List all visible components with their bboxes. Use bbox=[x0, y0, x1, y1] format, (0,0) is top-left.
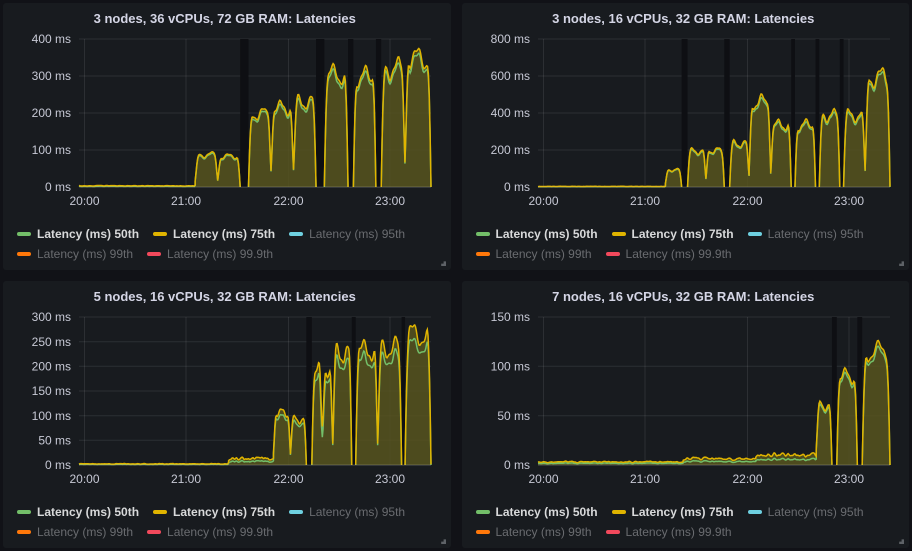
svg-text:20:00: 20:00 bbox=[528, 194, 558, 208]
svg-text:20:00: 20:00 bbox=[69, 472, 99, 486]
svg-text:23:00: 23:00 bbox=[833, 472, 863, 486]
svg-text:21:00: 21:00 bbox=[629, 472, 659, 486]
svg-text:300 ms: 300 ms bbox=[32, 310, 71, 324]
svg-text:400 ms: 400 ms bbox=[32, 32, 71, 46]
svg-text:300 ms: 300 ms bbox=[32, 69, 71, 83]
svg-text:100 ms: 100 ms bbox=[490, 360, 529, 374]
svg-text:21:00: 21:00 bbox=[171, 472, 201, 486]
svg-text:50 ms: 50 ms bbox=[38, 434, 71, 448]
svg-text:22:00: 22:00 bbox=[273, 472, 303, 486]
svg-text:23:00: 23:00 bbox=[833, 194, 863, 208]
svg-text:22:00: 22:00 bbox=[732, 472, 762, 486]
svg-text:100 ms: 100 ms bbox=[32, 409, 71, 423]
svg-text:200 ms: 200 ms bbox=[32, 360, 71, 374]
svg-text:0 ms: 0 ms bbox=[45, 180, 71, 194]
svg-text:0 ms: 0 ms bbox=[503, 180, 529, 194]
svg-text:22:00: 22:00 bbox=[273, 194, 303, 208]
svg-text:150 ms: 150 ms bbox=[490, 310, 529, 324]
svg-text:0 ms: 0 ms bbox=[503, 458, 529, 472]
svg-text:100 ms: 100 ms bbox=[32, 143, 71, 157]
svg-text:20:00: 20:00 bbox=[69, 194, 99, 208]
svg-text:250 ms: 250 ms bbox=[32, 335, 71, 349]
svg-text:400 ms: 400 ms bbox=[490, 106, 529, 120]
svg-text:50 ms: 50 ms bbox=[497, 409, 530, 423]
svg-text:21:00: 21:00 bbox=[629, 194, 659, 208]
svg-text:22:00: 22:00 bbox=[732, 194, 762, 208]
svg-text:23:00: 23:00 bbox=[375, 194, 405, 208]
svg-text:800 ms: 800 ms bbox=[490, 32, 529, 46]
svg-text:200 ms: 200 ms bbox=[32, 106, 71, 120]
svg-text:23:00: 23:00 bbox=[375, 472, 405, 486]
svg-text:600 ms: 600 ms bbox=[490, 69, 529, 83]
svg-text:200 ms: 200 ms bbox=[490, 143, 529, 157]
svg-text:0 ms: 0 ms bbox=[45, 458, 71, 472]
svg-text:21:00: 21:00 bbox=[171, 194, 201, 208]
svg-text:150 ms: 150 ms bbox=[32, 384, 71, 398]
svg-text:20:00: 20:00 bbox=[528, 472, 558, 486]
